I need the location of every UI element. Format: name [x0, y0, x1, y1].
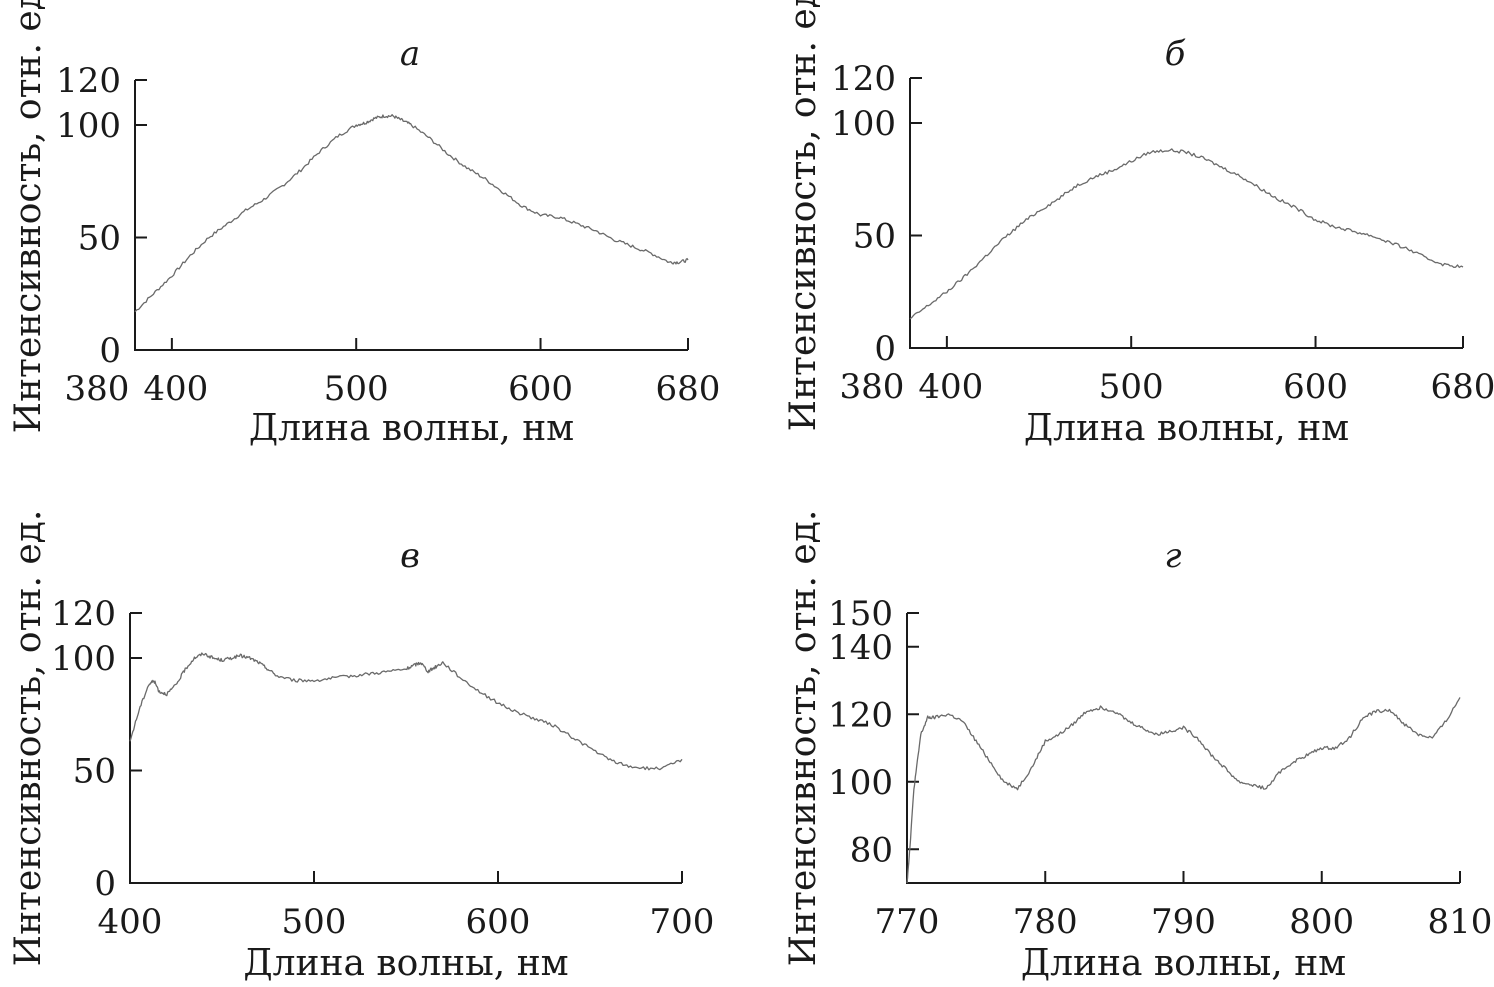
axes-frame [906, 613, 1460, 884]
x-tick-label: 600 [466, 902, 531, 942]
x-tick-label: 680 [1431, 367, 1494, 407]
axes-frame [129, 613, 682, 884]
x-tick-label: 500 [1099, 367, 1164, 407]
x-tick-label: 400 [143, 369, 208, 409]
y-axis-label: Интенсивность, отн. ед. [8, 0, 49, 433]
panel-letter: б [1165, 34, 1186, 74]
x-tick-label: 680 [656, 369, 721, 409]
y-tick-label: 150 [828, 594, 893, 634]
series-line [906, 697, 1461, 884]
y-tick-label: 120 [51, 594, 116, 634]
y-tick-label: 100 [56, 106, 121, 146]
y-tick-label: 50 [73, 752, 116, 792]
x-tick-label: 400 [918, 367, 983, 407]
x-tick-label: 400 [98, 902, 163, 942]
chart-panel-3: 400 500 600 700 0 50 100 120 Длина волны, нм Инте… [8, 510, 714, 984]
y-tick-label: 80 [850, 830, 893, 870]
panel-letter: в [400, 536, 420, 576]
x-tick-label: 380 [840, 367, 905, 407]
y-tick-label: 50 [853, 217, 896, 257]
panel-letter: а [400, 34, 420, 74]
x-tick-label: 700 [650, 902, 715, 942]
x-tick-label: 600 [1283, 367, 1348, 407]
y-tick-label: 0 [874, 329, 896, 369]
panel-letter: г [1164, 536, 1181, 576]
y-tick-label: 50 [78, 219, 121, 259]
x-tick-label: 780 [1013, 902, 1078, 942]
y-axis-label: Интенсивность, отн. ед. [783, 510, 824, 967]
y-tick-label: 140 [828, 628, 893, 668]
y-tick-label: 100 [828, 763, 893, 803]
y-tick-label: 120 [831, 59, 896, 99]
series-line [909, 148, 1464, 320]
x-axis-label: Длина волны, нм [243, 943, 568, 984]
x-tick-label: 500 [324, 369, 389, 409]
y-tick-label: 120 [828, 695, 893, 735]
chart-panel-2: 380 400 500 600 680 0 50 100 120 Длина волны, нм И… [783, 0, 1494, 449]
x-axis-label: Длина волны, нм [1024, 408, 1349, 449]
series-line [129, 652, 683, 771]
axes-frame [134, 80, 688, 351]
y-tick-label: 120 [56, 61, 121, 101]
y-tick-label: 0 [99, 331, 121, 371]
y-tick-label: 0 [94, 864, 116, 904]
x-tick-label: 800 [1289, 902, 1354, 942]
series-line [134, 114, 689, 313]
y-axis-label: Интенсивность, отн. ед. [8, 510, 49, 967]
x-tick-label: 810 [1428, 902, 1493, 942]
y-axis-label: Интенсивность, отн. ед. [783, 0, 824, 431]
x-tick-label: 380 [65, 369, 130, 409]
x-tick-label: 600 [508, 369, 573, 409]
axes-frame [909, 78, 1463, 349]
chart-panel-1: 380 400 500 600 680 0 50 100 120 Длина волны, нм И… [8, 0, 720, 449]
y-tick-label: 100 [831, 104, 896, 144]
x-axis-label: Длина волны, нм [1021, 943, 1346, 984]
y-tick-label: 100 [51, 639, 116, 679]
x-tick-label: 500 [282, 902, 347, 942]
x-axis-label: Длина волны, нм [249, 408, 574, 449]
x-tick-label: 790 [1151, 902, 1216, 942]
x-tick-label: 770 [875, 902, 940, 942]
